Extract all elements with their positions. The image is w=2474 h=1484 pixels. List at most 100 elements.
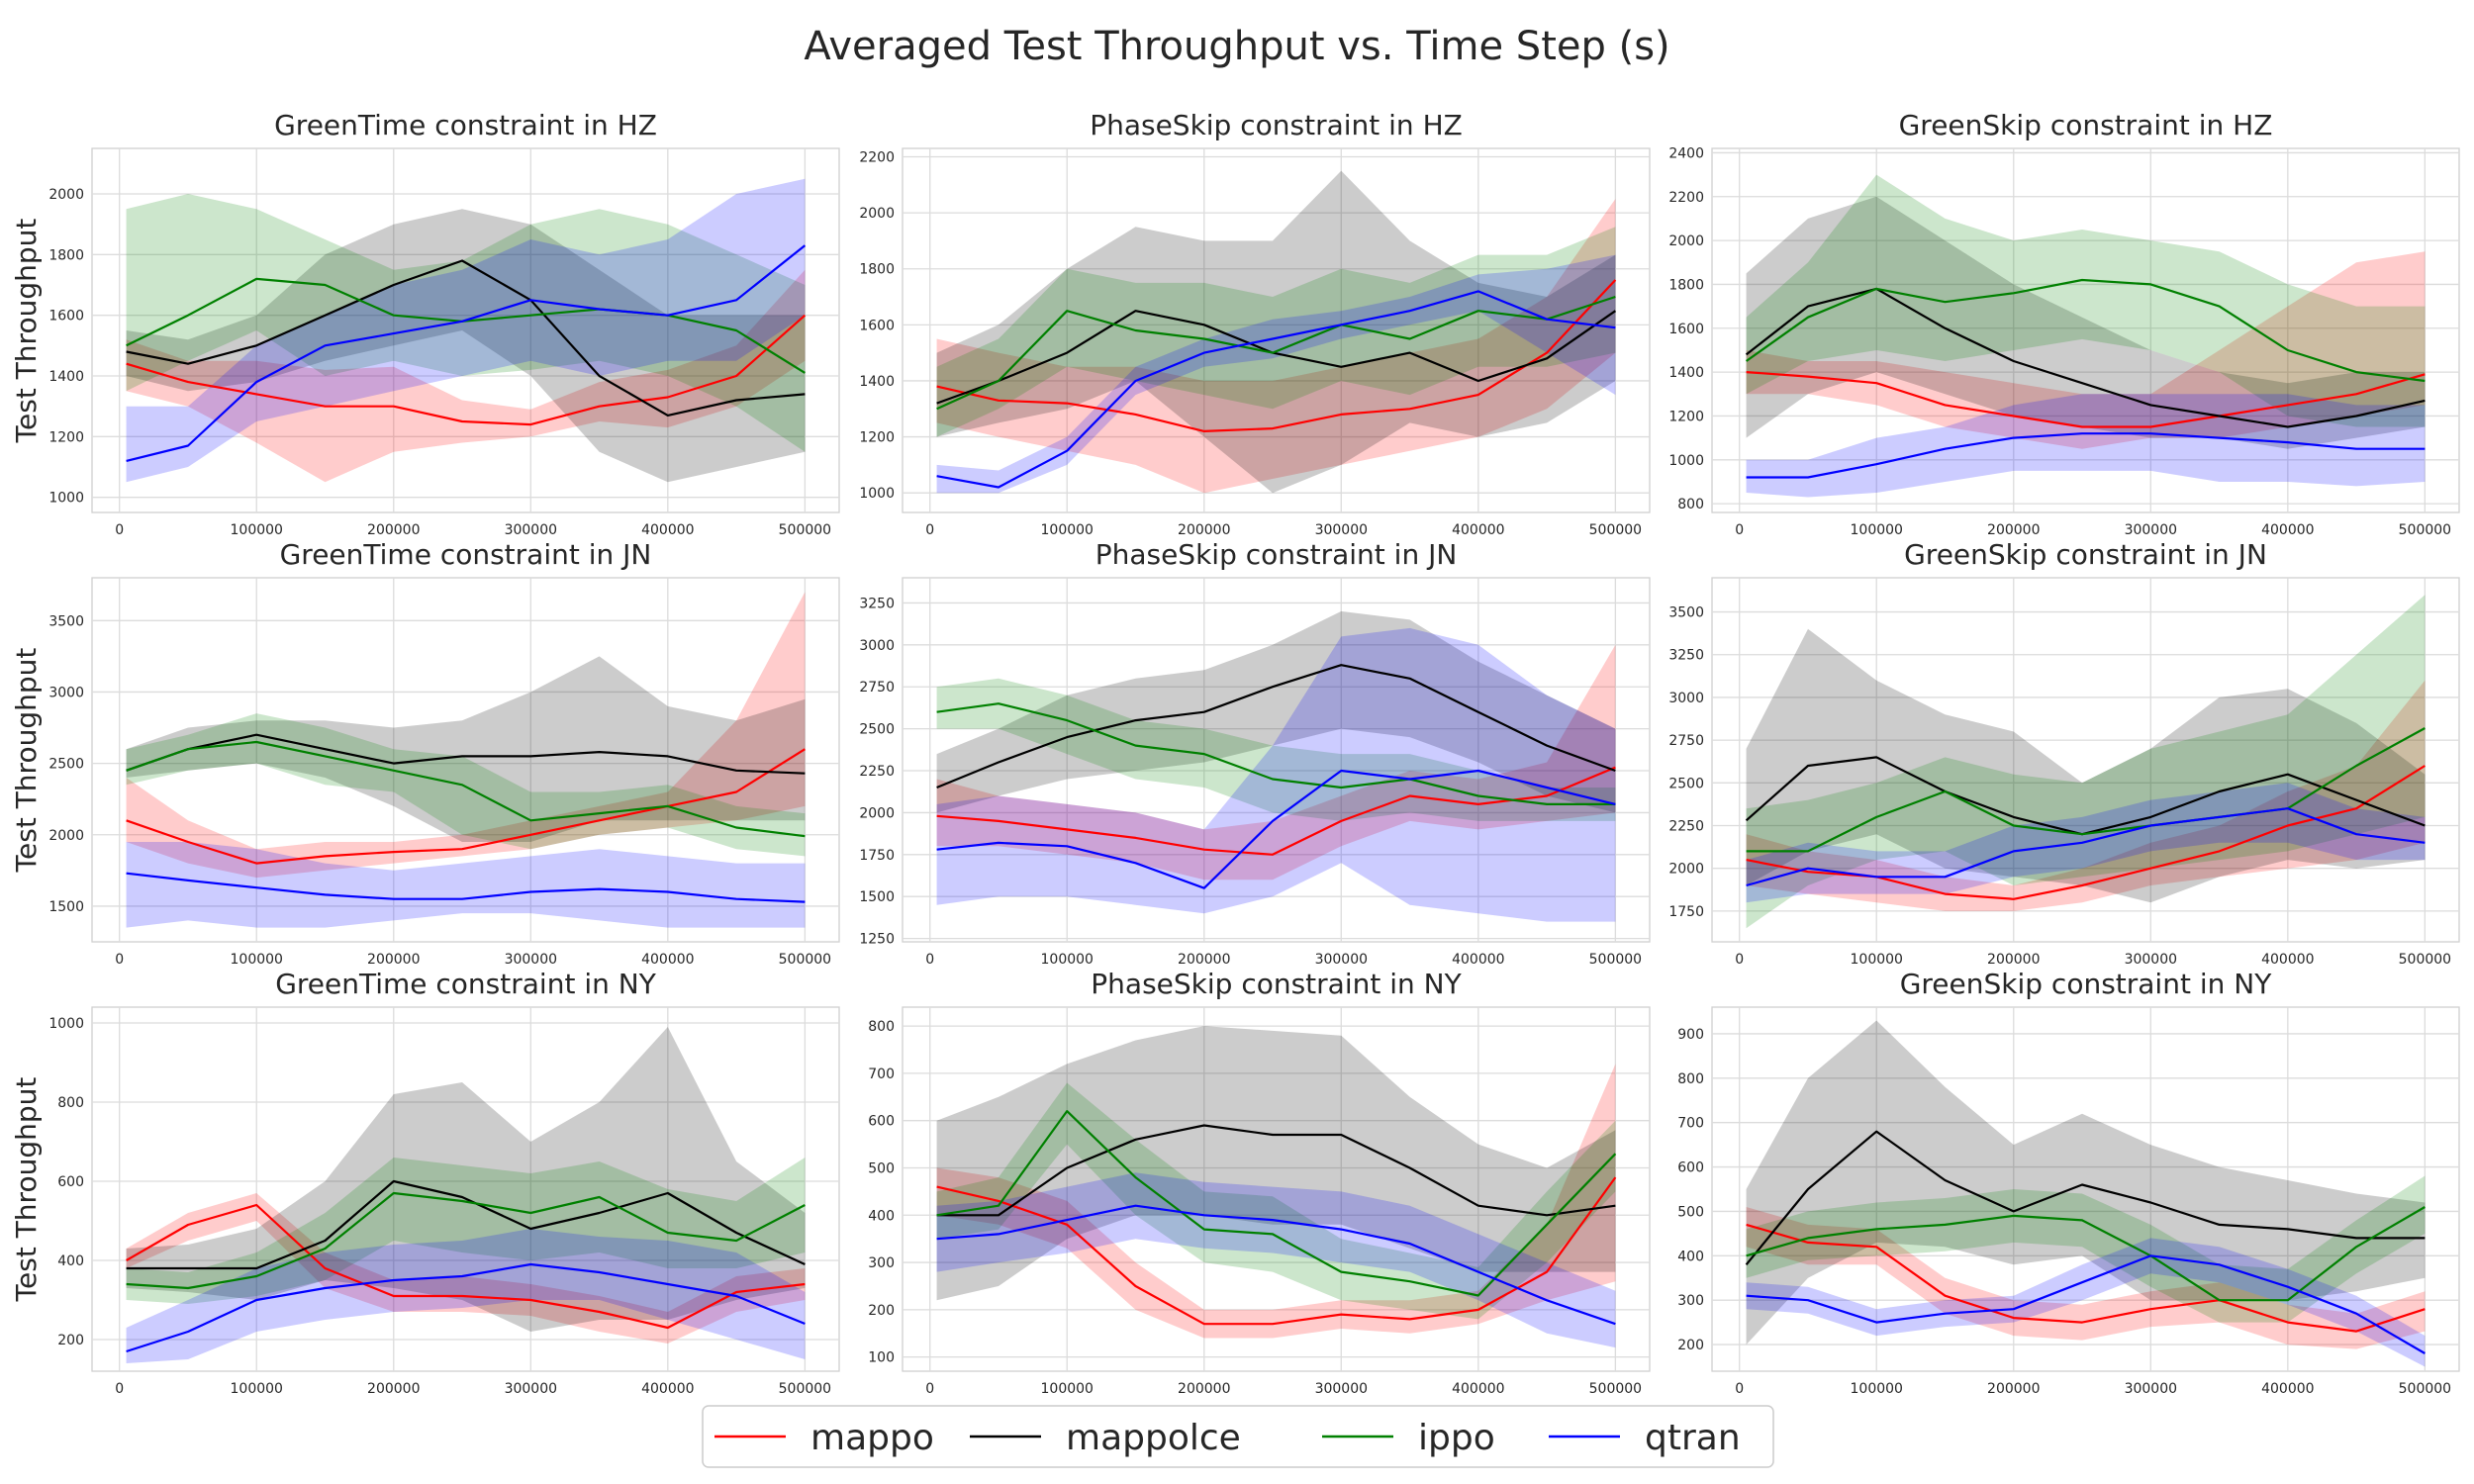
- y-tick-label: 2500: [859, 722, 895, 738]
- band-mappo: [126, 1193, 806, 1344]
- x-tick-label: 0: [925, 522, 934, 538]
- subplot: GreenSkip constraint in HZ 800 1000 1200 140…: [1668, 109, 2460, 538]
- series-line-ippo: [1745, 278, 2426, 383]
- y-tick-label: 700: [1677, 1116, 1704, 1132]
- x-tick-label: 400000: [2261, 522, 2314, 538]
- x-tick-label: 200000: [367, 1381, 420, 1397]
- subplot: GreenSkip constraint in NY 200 300 400 500 60…: [1677, 968, 2460, 1397]
- band-ippo: [1746, 174, 2426, 427]
- band-ippo: [126, 194, 806, 452]
- x-tick-label: 300000: [2125, 522, 2177, 538]
- subplot: GreenSkip constraint in JN 1750 2000 2250 25…: [1668, 538, 2460, 968]
- y-tick-label: 2200: [1668, 190, 1704, 206]
- y-axis-label: Test Throughput: [10, 648, 43, 874]
- band-qtran: [1746, 1238, 2426, 1367]
- x-tick-label: 100000: [1851, 522, 1903, 538]
- y-tick-label: 2750: [1668, 733, 1704, 749]
- y-tick-label: 2250: [859, 764, 895, 780]
- legend-label-qtran: qtran: [1645, 1418, 1741, 1458]
- y-tick-label: 400: [868, 1208, 895, 1224]
- legend-label-mappo: mappo: [810, 1418, 934, 1458]
- y-tick-label: 3000: [859, 638, 895, 654]
- series-line-qtran: [936, 290, 1616, 489]
- x-tick-label: 0: [925, 1381, 934, 1397]
- subplot-title: PhaseSkip constraint in HZ: [1090, 109, 1463, 141]
- y-tick-label: 1200: [859, 430, 895, 446]
- x-tick-label: 300000: [505, 1381, 557, 1397]
- x-tick-label: 100000: [231, 952, 283, 968]
- y-tick-label: 1000: [859, 486, 895, 502]
- band-mappolce: [126, 656, 806, 842]
- x-tick-label: 400000: [641, 952, 694, 968]
- plot-area: [1711, 147, 2460, 513]
- band-qtran: [936, 254, 1616, 494]
- y-tick-label: 3250: [859, 596, 895, 611]
- y-tick-label: 1800: [48, 247, 84, 263]
- series-line-mappo: [1746, 765, 2426, 900]
- band-mappolce: [936, 1026, 1616, 1301]
- y-tick-label: 1800: [1668, 277, 1704, 293]
- x-tick-label: 500000: [2399, 1381, 2451, 1397]
- series-line-mappo: [1746, 1223, 2426, 1333]
- band-mappolce: [1746, 196, 2426, 449]
- x-tick-label: 500000: [779, 522, 831, 538]
- series-line-qtran: [1746, 807, 2426, 887]
- subplot-title: PhaseSkip constraint in NY: [1091, 968, 1462, 1000]
- y-tick-label: 1400: [859, 374, 895, 390]
- subplot: GreenTime constraint in NY 200 400 600 800 10…: [10, 968, 840, 1397]
- x-tick-label: 100000: [1851, 1381, 1903, 1397]
- subplot: PhaseSkip constraint in JN 1250 1500 1750 20…: [859, 538, 1651, 968]
- series-line-mappo: [936, 766, 1616, 856]
- band-qtran: [126, 178, 806, 483]
- y-tick-label: 3250: [1668, 648, 1704, 664]
- y-tick-label: 800: [1677, 497, 1704, 512]
- series-line-qtran: [936, 769, 1616, 889]
- y-tick-label: 3000: [48, 685, 84, 700]
- x-tick-label: 300000: [1315, 522, 1368, 538]
- band-qtran: [1746, 394, 2426, 498]
- x-tick-label: 200000: [1178, 952, 1230, 968]
- y-tick-label: 2400: [1668, 145, 1704, 161]
- y-tick-label: 100: [868, 1350, 895, 1366]
- y-tick-label: 200: [57, 1333, 84, 1348]
- subplot-title: GreenSkip constraint in HZ: [1899, 109, 2273, 141]
- series-line-mappolce: [936, 664, 1616, 789]
- series-line-mappo: [126, 314, 807, 426]
- y-tick-label: 300: [868, 1255, 895, 1271]
- series-line-mappolce: [1745, 287, 2426, 428]
- figure-title: Averaged Test Throughput vs. Time Step (…: [804, 24, 1669, 69]
- subplot: GreenTime constraint in JN 1500 2000 2500 30…: [10, 538, 840, 968]
- y-tick-label: 600: [1677, 1160, 1704, 1176]
- band-ippo: [1746, 595, 2426, 929]
- series-line-qtran: [126, 872, 806, 903]
- band-mappolce: [1746, 1020, 2426, 1345]
- series-line-mappo: [936, 1176, 1617, 1326]
- y-tick-label: 900: [1677, 1027, 1704, 1043]
- plot-area: [902, 1006, 1651, 1372]
- series-line-mappolce: [936, 1124, 1616, 1217]
- series-line-qtran: [126, 1262, 806, 1353]
- x-tick-label: 100000: [1041, 952, 1094, 968]
- series-line-ippo: [936, 1109, 1617, 1297]
- series-line-mappolce: [126, 1179, 806, 1270]
- band-mappo: [936, 644, 1616, 881]
- band-mappo: [1746, 251, 2426, 449]
- band-mappolce: [126, 209, 806, 483]
- band-mappo: [1746, 680, 2426, 911]
- x-tick-label: 0: [115, 1381, 124, 1397]
- y-tick-label: 2000: [1668, 233, 1704, 249]
- x-tick-label: 500000: [1589, 522, 1642, 538]
- y-tick-label: 2250: [1668, 819, 1704, 835]
- x-tick-label: 300000: [1315, 1381, 1368, 1397]
- y-tick-label: 400: [1677, 1249, 1704, 1264]
- y-tick-label: 1200: [48, 429, 84, 445]
- x-tick-label: 300000: [2125, 1381, 2177, 1397]
- y-tick-label: 3000: [1668, 691, 1704, 706]
- x-tick-label: 100000: [1851, 952, 1903, 968]
- y-tick-label: 1400: [1668, 365, 1704, 381]
- band-mappolce: [936, 170, 1616, 494]
- plot-area: [902, 147, 1651, 513]
- y-tick-label: 800: [57, 1095, 84, 1111]
- plot-area: [91, 147, 840, 513]
- y-tick-label: 3500: [1668, 605, 1704, 621]
